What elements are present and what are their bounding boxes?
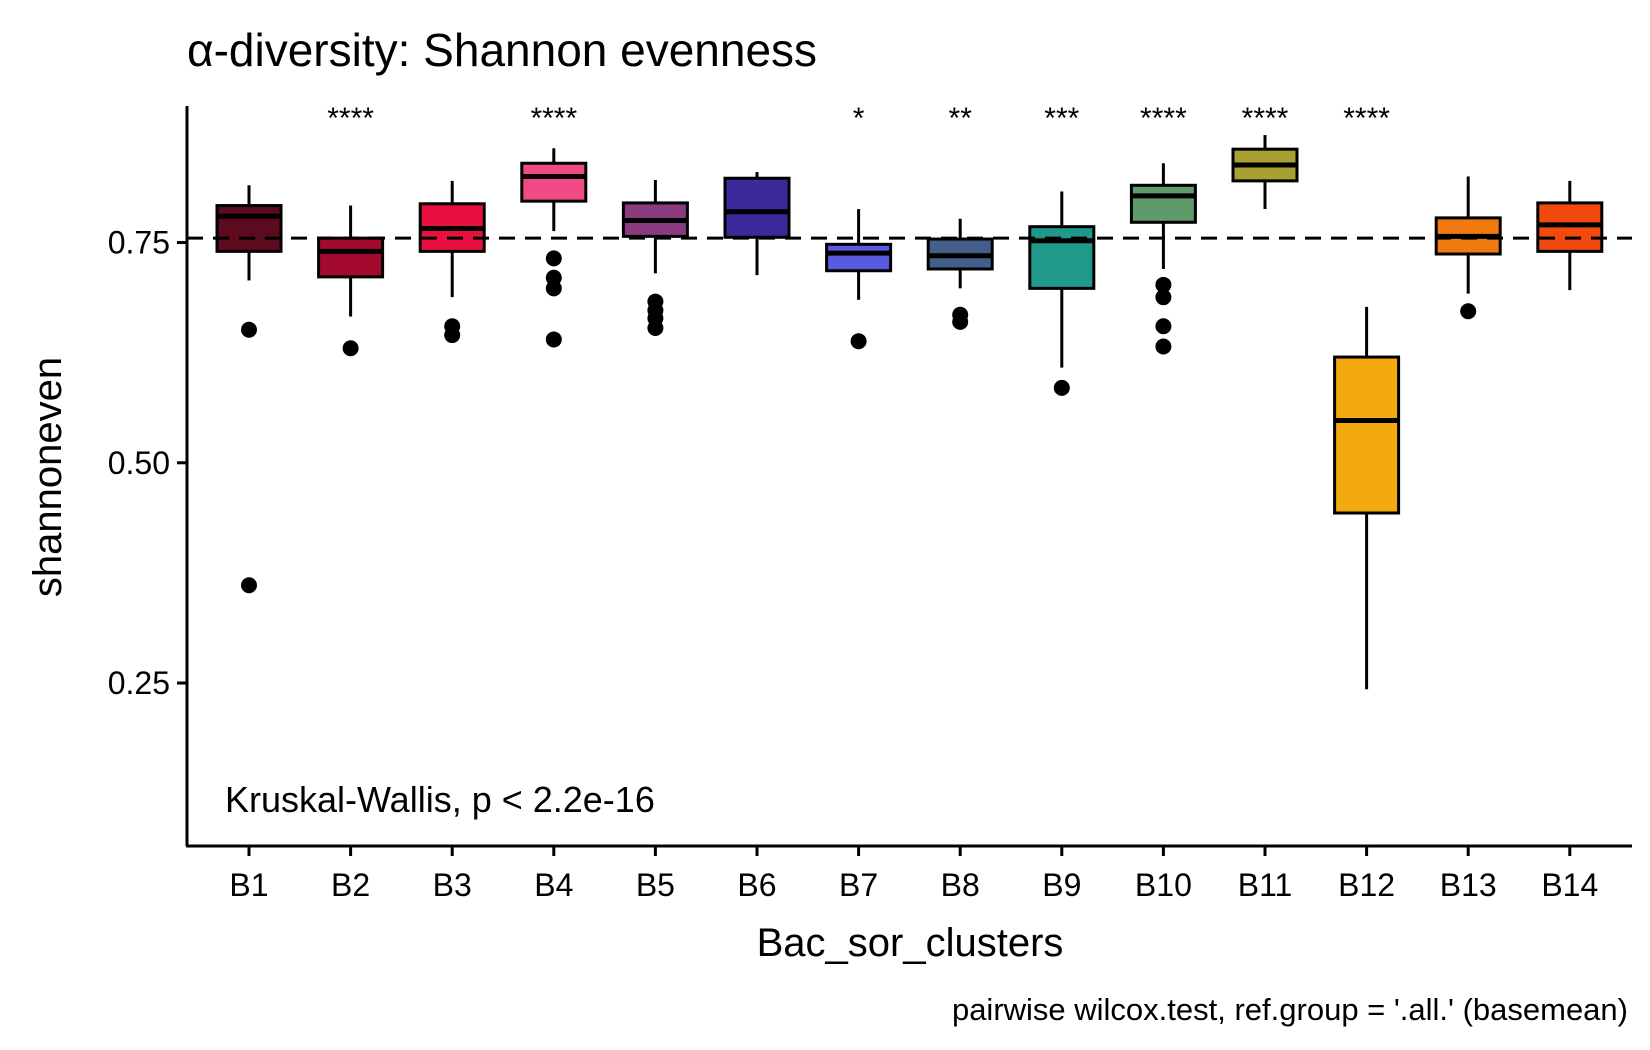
box-B3 bbox=[418, 180, 486, 344]
y-ticks: 0.25 0.50 0.75 bbox=[108, 225, 187, 701]
box-B5 bbox=[621, 180, 689, 336]
box-B6 bbox=[723, 172, 791, 276]
caption: pairwise wilcox.test, ref.group = '.all.… bbox=[952, 992, 1628, 1027]
plot-area: **** **** * ** *** **** **** **** bbox=[187, 102, 1632, 690]
y-axis-title: shannoneven bbox=[26, 357, 70, 597]
box-B12: **** bbox=[1333, 102, 1401, 690]
significance-label: ** bbox=[949, 102, 973, 135]
box-B1 bbox=[215, 185, 283, 594]
x-tick-label: B6 bbox=[737, 867, 776, 903]
x-ticks: B1 B2 B3 B4 B5 B6 B7 B8 B9 B10 B11 B12 B13 B14 bbox=[229, 846, 1598, 903]
x-tick-label: B10 bbox=[1135, 867, 1192, 903]
iqr-box bbox=[1333, 355, 1401, 515]
significance-label: **** bbox=[327, 102, 374, 135]
x-tick-label: B8 bbox=[941, 867, 980, 903]
box-B11: **** bbox=[1231, 102, 1299, 210]
kruskal-wallis-annotation: Kruskal-Wallis, p < 2.2e-16 bbox=[225, 779, 655, 820]
x-tick-label: B1 bbox=[229, 867, 268, 903]
outlier-point bbox=[952, 313, 969, 330]
x-tick-label: B7 bbox=[839, 867, 878, 903]
outlier-point bbox=[342, 340, 359, 357]
significance-label: **** bbox=[1140, 102, 1187, 135]
significance-label: **** bbox=[1343, 102, 1390, 135]
y-tick-label: 0.50 bbox=[108, 445, 170, 481]
outlier-point bbox=[1460, 303, 1477, 320]
outlier-point bbox=[1155, 289, 1172, 306]
x-tick-label: B3 bbox=[433, 867, 472, 903]
box-B8: ** bbox=[926, 102, 994, 330]
iqr-box bbox=[215, 204, 283, 253]
outlier-point bbox=[241, 321, 257, 338]
outlier-point bbox=[1155, 338, 1172, 355]
box-B10: **** bbox=[1129, 102, 1197, 355]
box-B4: **** bbox=[520, 102, 588, 348]
outlier-point bbox=[1053, 379, 1070, 396]
outlier-point bbox=[545, 280, 562, 297]
x-tick-label: B5 bbox=[636, 867, 675, 903]
x-tick-label: B13 bbox=[1440, 867, 1497, 903]
box-B7: * bbox=[825, 102, 893, 350]
iqr-box bbox=[317, 236, 385, 279]
iqr-box bbox=[520, 161, 588, 203]
iqr-box bbox=[1129, 183, 1197, 224]
box-B9: *** bbox=[1028, 102, 1096, 396]
box-B13 bbox=[1434, 176, 1502, 320]
iqr-box bbox=[825, 242, 893, 273]
x-tick-label: B4 bbox=[534, 867, 573, 903]
y-tick-label: 0.25 bbox=[108, 665, 170, 701]
x-tick-label: B11 bbox=[1238, 867, 1293, 903]
outlier-point bbox=[850, 333, 867, 350]
iqr-box bbox=[723, 176, 791, 239]
iqr-box bbox=[1028, 225, 1096, 290]
significance-label: **** bbox=[1242, 102, 1289, 135]
outlier-point bbox=[647, 320, 664, 336]
significance-label: **** bbox=[530, 102, 577, 135]
significance-label: *** bbox=[1044, 102, 1079, 135]
chart-title: α-diversity: Shannon evenness bbox=[187, 24, 817, 76]
outlier-point bbox=[545, 331, 562, 348]
outlier-point bbox=[545, 250, 562, 267]
outlier-point bbox=[444, 327, 461, 344]
box-B14 bbox=[1536, 180, 1604, 291]
x-tick-label: B9 bbox=[1042, 867, 1081, 903]
x-tick-label: B2 bbox=[331, 867, 370, 903]
box-B2: **** bbox=[317, 102, 385, 357]
significance-label: * bbox=[853, 102, 865, 135]
outlier-point bbox=[1155, 318, 1172, 335]
y-tick-label: 0.75 bbox=[108, 225, 170, 261]
outlier-point bbox=[1155, 276, 1172, 293]
x-tick-label: B12 bbox=[1338, 867, 1395, 903]
outlier-point bbox=[241, 577, 257, 594]
x-tick-label: B14 bbox=[1541, 867, 1598, 903]
x-axis-title: Bac_sor_clusters bbox=[757, 921, 1064, 965]
